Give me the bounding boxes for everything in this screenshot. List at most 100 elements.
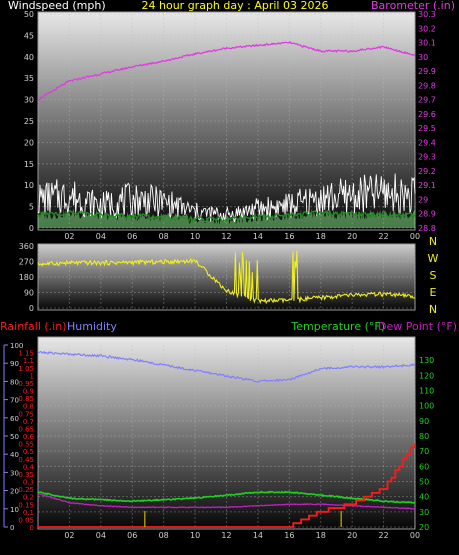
y-tick-label-humidity: 80 (10, 378, 19, 386)
y-tick-label-rainfall: 0.65 (18, 425, 34, 433)
wind-average-line (37, 209, 416, 223)
y-tick-label-barometer: 30.1 (418, 39, 436, 48)
rainfall-line (38, 443, 416, 528)
y-tick-label-humidity: 70 (10, 397, 19, 405)
y-tick-label-temperature: 120 (419, 371, 434, 380)
y-tick-label-temperature: 20 (419, 523, 429, 532)
y-tick-label-rainfall: 0.15 (18, 501, 34, 509)
y-tick-label-rainfall: 0.75 (18, 410, 34, 418)
y-tick-label-barometer: 29.1 (418, 181, 436, 190)
y-tick-label-temperature: 100 (419, 402, 434, 411)
humidity-label: Humidity (67, 320, 117, 333)
x-tick-label: 04 (96, 531, 106, 540)
barometer-line (37, 41, 416, 101)
y-tick-label-rainfall: 0.25 (18, 486, 34, 494)
y-tick-label-humidity: 10 (10, 506, 19, 514)
x-tick-label: 00 (410, 531, 420, 540)
compass-label: N (429, 235, 437, 248)
y-tick-label-barometer: 29.7 (418, 96, 436, 105)
x-tick-label: 04 (96, 232, 106, 241)
y-tick-label-rainfall: 0.35 (18, 471, 34, 479)
y-tick-label-direction: 180 (19, 273, 34, 282)
dewpoint-line (37, 492, 416, 510)
x-tick-label: 02 (64, 531, 74, 540)
compass-label: E (430, 286, 437, 299)
y-tick-label-rainfall: 1 (30, 372, 34, 380)
x-tick-label: 00 (410, 232, 420, 241)
y-tick-label-rainfall: 0 (30, 524, 34, 532)
gust-line (37, 173, 416, 223)
dewpoint-label: Dew Point (°F) (378, 320, 457, 333)
y-tick-label-barometer: 28.9 (418, 210, 436, 219)
y-tick-label-rainfall: 0.85 (18, 395, 34, 403)
compass-label: N (429, 303, 437, 316)
y-tick-label-rainfall: 0.2 (23, 494, 34, 502)
y-tick-label-temperature: 70 (419, 447, 429, 456)
y-tick-label-humidity: 0 (10, 524, 14, 532)
y-tick-label-barometer: 29 (418, 195, 428, 204)
y-tick-label-wind: 50 (24, 10, 34, 19)
y-tick-label-humidity: 30 (10, 469, 19, 477)
y-tick-label-direction: 0 (29, 304, 34, 313)
y-tick-label-wind: 25 (24, 117, 34, 126)
x-tick-label: 06 (127, 232, 137, 241)
y-tick-label-barometer: 29.6 (418, 110, 436, 119)
y-tick-label-rainfall: 0.55 (18, 441, 34, 449)
y-tick-label-temperature: 90 (419, 417, 429, 426)
compass-label: W (428, 252, 439, 265)
y-tick-label-rainfall: 0.1 (23, 509, 34, 517)
barometer-title: Barometer (.in) (371, 0, 455, 12)
y-tick-label-temperature: 130 (419, 356, 434, 365)
x-tick-label: 22 (378, 531, 388, 540)
y-tick-label-temperature: 110 (419, 387, 434, 396)
y-tick-label-rainfall: 0.8 (23, 403, 34, 411)
y-tick-label-wind: 20 (24, 138, 34, 147)
x-tick-label: 10 (190, 531, 200, 540)
x-tick-label: 18 (316, 531, 326, 540)
y-tick-label-barometer: 30.2 (418, 24, 436, 33)
y-tick-label-wind: 5 (29, 203, 34, 212)
y-tick-label-rainfall: 1.1 (23, 357, 34, 365)
x-tick-label: 12 (221, 531, 231, 540)
y-tick-label-rainfall: 0.05 (18, 516, 34, 524)
y-tick-label-rainfall: 1.05 (18, 365, 34, 373)
y-tick-label-barometer: 30.3 (418, 10, 436, 19)
temperature-line (37, 490, 416, 504)
x-tick-label: 22 (378, 232, 388, 241)
y-tick-label-barometer: 28.8 (418, 224, 436, 233)
graph-title: 24 hour graph day : April 03 2026 (142, 0, 329, 12)
x-tick-label: 12 (221, 232, 231, 241)
y-tick-label-rainfall: 0.5 (23, 448, 34, 456)
y-tick-label-temperature: 80 (419, 432, 429, 441)
y-tick-label-rainfall: 0.45 (18, 456, 34, 464)
y-tick-label-barometer: 29.8 (418, 81, 436, 90)
x-tick-label: 18 (316, 232, 326, 241)
direction-panel-bg (37, 243, 416, 311)
y-tick-label-direction: 90 (24, 289, 34, 298)
x-tick-label: 08 (159, 531, 169, 540)
y-tick-label-wind: 0 (29, 224, 34, 233)
x-tick-label: 10 (190, 232, 200, 241)
y-tick-label-rainfall: 0.6 (23, 433, 35, 441)
x-tick-label: 16 (284, 531, 294, 540)
y-tick-label-humidity: 50 (10, 433, 19, 441)
y-tick-label-wind: 10 (24, 181, 34, 190)
y-tick-label-humidity: 20 (10, 488, 19, 496)
y-tick-label-wind: 15 (24, 160, 34, 169)
y-tick-label-barometer: 29.3 (418, 153, 436, 162)
y-tick-label-rainfall: 0.7 (23, 418, 34, 426)
x-tick-label: 06 (127, 531, 137, 540)
y-tick-label-wind: 30 (24, 96, 34, 105)
y-tick-label-rainfall: 0.3 (23, 479, 34, 487)
x-tick-label: 20 (347, 531, 357, 540)
y-tick-label-rainfall: 0.9 (23, 388, 34, 396)
x-tick-label: 08 (159, 232, 169, 241)
x-tick-label: 20 (347, 232, 357, 241)
y-tick-label-wind: 35 (24, 74, 34, 83)
y-tick-label-wind: 40 (24, 53, 34, 62)
y-tick-label-barometer: 30 (418, 53, 428, 62)
x-tick-label: 02 (64, 232, 74, 241)
wind-direction-line (37, 250, 416, 305)
